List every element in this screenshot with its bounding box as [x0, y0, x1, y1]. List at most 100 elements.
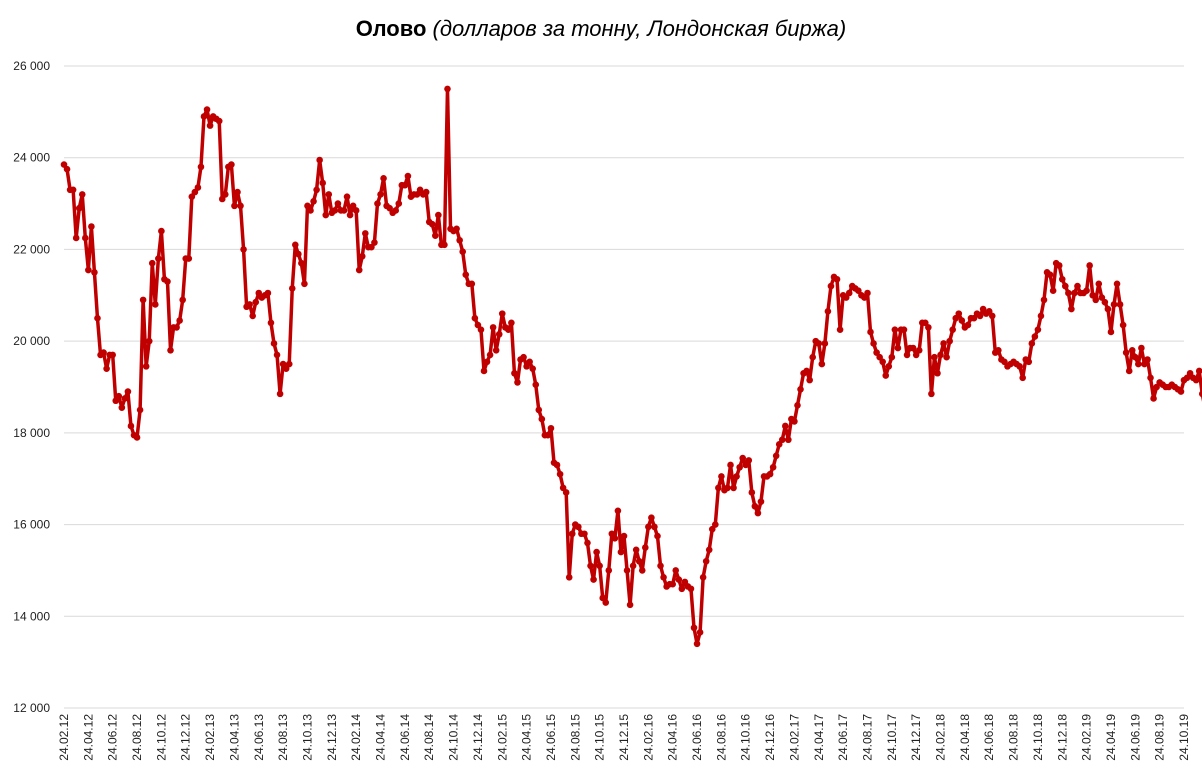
- x-tick-label: 24.02.15: [495, 714, 509, 761]
- data-point: [267, 319, 275, 327]
- data-point: [468, 280, 476, 288]
- data-point: [121, 395, 129, 402]
- x-tick-label: 24.08.12: [130, 714, 144, 761]
- data-point: [477, 326, 485, 333]
- data-point: [63, 165, 71, 173]
- x-tick-label: 24.02.14: [349, 714, 363, 761]
- data-point: [1122, 349, 1130, 356]
- data-point: [1025, 358, 1033, 366]
- data-point: [733, 473, 740, 480]
- data-point: [727, 461, 734, 469]
- x-tick-label: 24.04.13: [227, 714, 241, 761]
- x-axis: 24.02.12 24.04.12 24.06.12 24.08.12 24.10.12…: [57, 714, 1191, 761]
- data-point: [331, 207, 339, 214]
- x-tick-label: 24.10.15: [593, 714, 607, 761]
- data-point: [909, 344, 917, 352]
- x-tick-label: 24.02.18: [934, 714, 948, 761]
- data-point: [995, 347, 1002, 354]
- data-point: [885, 363, 893, 370]
- data-point: [785, 436, 792, 444]
- data-point: [124, 388, 132, 395]
- x-tick-label: 24.02.17: [787, 714, 801, 761]
- data-point: [824, 308, 832, 315]
- data-point: [587, 562, 594, 570]
- data-point: [772, 452, 780, 460]
- data-point: [623, 567, 631, 574]
- data-point: [836, 326, 844, 333]
- data-point: [72, 234, 80, 242]
- data-point: [1062, 282, 1069, 290]
- data-point: [85, 266, 92, 274]
- x-tick-label: 24.06.12: [106, 714, 120, 761]
- data-point: [313, 186, 320, 194]
- data-point: [100, 349, 107, 356]
- data-point: [115, 392, 123, 400]
- x-tick-label: 24.04.19: [1104, 714, 1118, 761]
- x-tick-label: 24.10.16: [739, 714, 753, 761]
- data-point: [307, 207, 314, 214]
- chart-title-main: Олово: [355, 16, 427, 41]
- data-point: [657, 562, 664, 570]
- data-point: [1071, 289, 1078, 297]
- data-point: [894, 344, 902, 352]
- data-point: [179, 296, 186, 304]
- data-point: [343, 193, 351, 200]
- x-tick-label: 24.06.14: [398, 714, 412, 761]
- chart-title: Олово (долларов за тонну, Лондонская бир…: [0, 16, 1202, 42]
- data-point: [562, 489, 570, 496]
- data-point: [596, 562, 603, 570]
- data-point: [355, 266, 363, 274]
- series-tin-price: [60, 85, 1202, 648]
- data-point: [1107, 328, 1115, 336]
- data-point: [648, 514, 655, 521]
- data-point: [514, 379, 521, 386]
- data-point: [891, 326, 899, 333]
- x-tick-label: 24.10.19: [1177, 714, 1191, 761]
- data-point: [702, 557, 710, 565]
- data-point: [748, 489, 756, 496]
- data-point: [1150, 395, 1157, 402]
- data-point: [91, 269, 98, 276]
- data-point: [1095, 280, 1103, 288]
- data-point: [377, 191, 384, 198]
- data-point: [809, 353, 816, 361]
- data-point: [145, 337, 153, 345]
- data-point: [486, 351, 494, 359]
- data-point: [988, 312, 996, 320]
- data-point: [276, 390, 284, 398]
- data-point: [435, 211, 442, 219]
- data-point: [1086, 262, 1093, 269]
- data-point: [565, 574, 573, 581]
- x-tick-label: 24.08.13: [276, 714, 290, 761]
- x-tick-label: 24.08.19: [1153, 714, 1167, 761]
- data-point: [358, 253, 366, 260]
- series-line: [62, 87, 1202, 646]
- data-point: [1034, 326, 1042, 333]
- data-point: [203, 106, 211, 113]
- data-point: [614, 507, 622, 515]
- data-point: [492, 347, 500, 354]
- y-tick-label: 26 000: [13, 59, 50, 73]
- data-point: [958, 317, 966, 324]
- data-point: [590, 576, 597, 583]
- chart-title-units: (долларов за тонну, Лондонская биржа): [432, 16, 847, 41]
- data-point: [782, 422, 789, 430]
- data-point: [252, 298, 260, 306]
- data-point: [879, 358, 886, 366]
- data-point: [127, 422, 135, 430]
- y-tick-label: 24 000: [13, 151, 50, 165]
- data-point: [556, 470, 564, 478]
- data-point: [1037, 312, 1045, 320]
- x-tick-label: 24.04.16: [666, 714, 680, 761]
- data-point: [1113, 280, 1121, 288]
- x-tick-label: 24.10.18: [1031, 714, 1045, 761]
- data-point: [870, 340, 877, 347]
- data-point: [158, 227, 165, 235]
- data-point: [1083, 287, 1090, 295]
- data-point: [453, 225, 460, 233]
- x-tick-label: 24.04.14: [374, 714, 388, 761]
- data-point: [456, 236, 463, 244]
- data-point: [401, 181, 409, 189]
- x-tick-label: 24.04.15: [520, 714, 534, 761]
- data-point: [718, 473, 725, 480]
